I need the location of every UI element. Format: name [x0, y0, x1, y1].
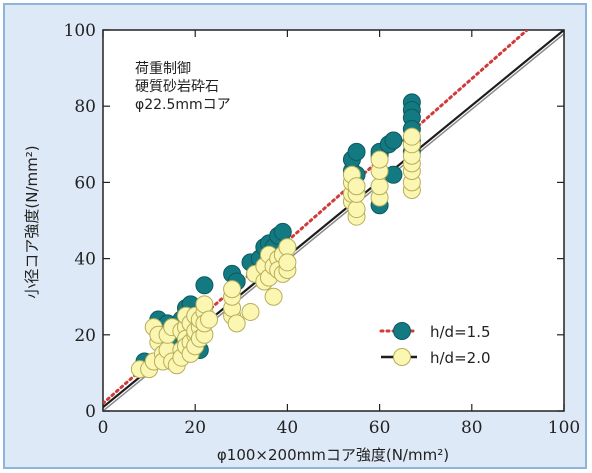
- annotation-line-1: 荷重制御: [135, 61, 191, 77]
- x-tick-label: 100: [548, 418, 580, 438]
- data-point: [241, 302, 260, 321]
- y-tick-label: 0: [85, 402, 96, 422]
- data-point: [347, 177, 366, 196]
- data-point: [223, 280, 242, 299]
- data-point: [195, 295, 214, 314]
- legend-label-hd15: h/d=1.5: [430, 323, 491, 341]
- x-tick-label: 0: [98, 418, 109, 438]
- x-tick-label: 80: [461, 418, 483, 438]
- y-tick-label: 100: [64, 21, 96, 41]
- series-hd20: [130, 127, 421, 379]
- data-point: [200, 310, 219, 329]
- data-point: [370, 150, 389, 169]
- y-tick-label: 80: [74, 97, 96, 117]
- data-point: [347, 142, 366, 161]
- data-point: [347, 200, 366, 219]
- legend: h/d=1.5 h/d=2.0: [379, 322, 491, 367]
- annotation-line-3: φ22.5mmコア: [135, 97, 231, 113]
- annotation-block: 荷重制御 硬質砂岩砕石 φ22.5mmコア: [135, 61, 231, 113]
- x-axis-label: φ100×200mmコア強度(N/mm²): [217, 446, 449, 464]
- legend-marker-hd15: [393, 322, 411, 340]
- x-tick-label: 60: [369, 418, 391, 438]
- y-tick-label: 20: [74, 326, 96, 346]
- data-points: [130, 93, 421, 379]
- regression-line-1: [103, 30, 529, 405]
- legend-marker-hd20: [393, 348, 411, 366]
- x-tick-label: 40: [277, 418, 299, 438]
- data-point: [278, 253, 297, 272]
- data-point: [278, 238, 297, 257]
- x-tick-label: 20: [184, 418, 206, 438]
- data-point: [384, 131, 403, 150]
- annotation-line-2: 硬質砂岩砕石: [135, 79, 219, 95]
- data-point: [264, 287, 283, 306]
- data-point: [195, 276, 214, 295]
- data-point: [227, 314, 246, 333]
- data-point: [402, 127, 421, 146]
- y-tick-label: 60: [74, 173, 96, 193]
- y-axis-label: 小径コア強度(N/mm²): [23, 145, 41, 298]
- data-point: [370, 177, 389, 196]
- legend-label-hd20: h/d=2.0: [430, 349, 491, 367]
- axis-ticks: 0 20 40 60 80 100 0 20 40 60 80 100: [64, 21, 581, 438]
- y-tick-label: 40: [74, 250, 96, 270]
- data-point: [273, 222, 292, 241]
